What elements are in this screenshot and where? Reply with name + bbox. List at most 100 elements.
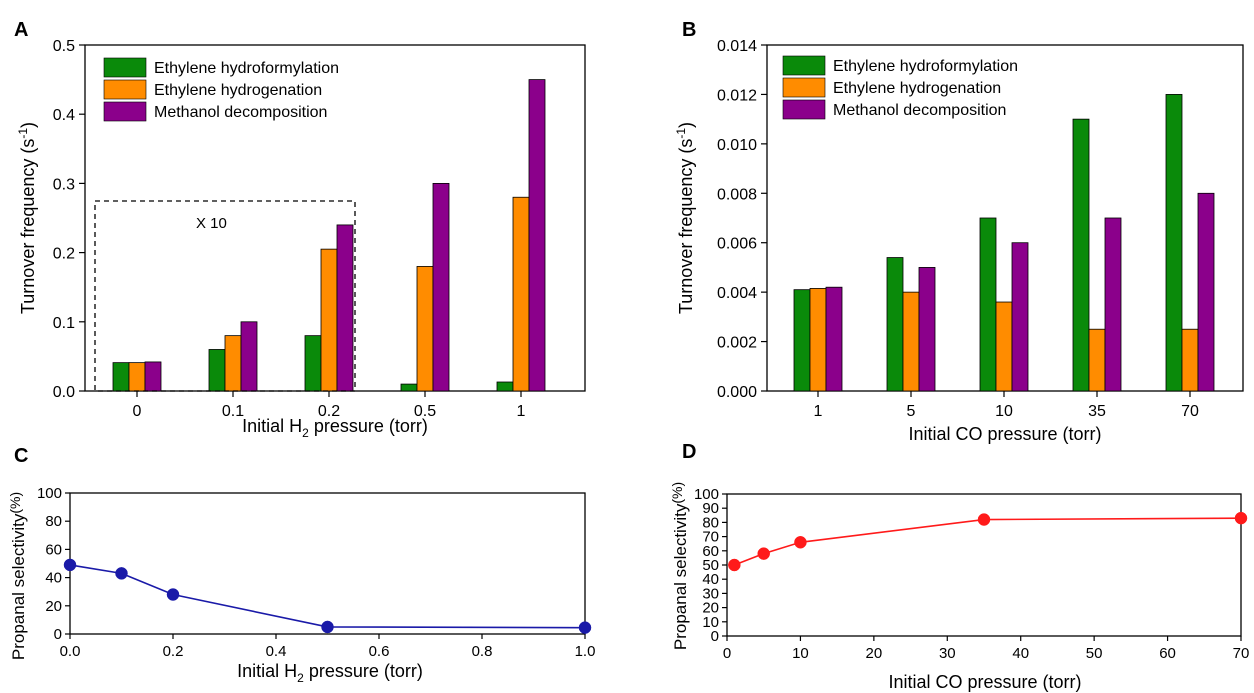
c-y-tick-label: 20 — [45, 598, 62, 615]
b-y-tick-label: 0.010 — [717, 137, 757, 154]
a-legend-swatch — [103, 57, 147, 78]
b-legend-swatch — [782, 77, 826, 98]
panel-letter-a: A — [14, 19, 28, 41]
b-y-tick-label: 0.004 — [717, 285, 757, 302]
d-x-tick-label: 50 — [1086, 645, 1103, 662]
a-bar — [528, 79, 546, 392]
b-bar — [1197, 192, 1215, 392]
d-data-point — [977, 513, 991, 526]
a-legend-label: Ethylene hydrogenation — [154, 82, 322, 99]
c-data-point — [166, 588, 180, 601]
c-x-tick-label: 0.0 — [60, 643, 81, 660]
a-bar — [496, 381, 514, 392]
b-legend-swatch — [782, 55, 826, 76]
d-y-tick-label: 30 — [702, 585, 719, 602]
b-bar — [825, 286, 843, 392]
a-bar — [304, 335, 322, 392]
a-x-tick-label: 0.2 — [318, 403, 340, 420]
d-y-tick-label: 50 — [702, 557, 719, 574]
a-bar — [128, 362, 146, 392]
c-y-tick-label: 60 — [45, 541, 62, 558]
a-y-tick-label: 0.0 — [53, 384, 75, 401]
panel-a-zoom-box — [94, 200, 356, 392]
b-x-tick-label: 1 — [814, 403, 823, 420]
b-bar — [1011, 242, 1029, 392]
b-bar — [793, 289, 811, 392]
a-y-tick-label: 0.1 — [53, 315, 75, 332]
panel-a-y-axis-label: Turnover frequency (s-1) — [16, 122, 38, 314]
panel-letter-c: C — [14, 445, 28, 467]
panel-d-x-axis-label: Initial CO pressure (torr) — [888, 672, 1081, 692]
a-bar — [432, 182, 450, 392]
d-y-tick-label: 80 — [702, 514, 719, 531]
c-data-point — [63, 558, 77, 572]
a-y-tick-label: 0.3 — [53, 176, 75, 193]
b-bar — [1104, 217, 1122, 392]
b-bar — [918, 267, 936, 392]
b-y-tick-label: 0.012 — [717, 87, 757, 104]
d-y-tick-label: 90 — [702, 500, 719, 517]
a-y-tick-label: 0.5 — [53, 38, 75, 55]
c-y-tick-label: 100 — [37, 485, 62, 502]
d-y-tick-label: 70 — [702, 529, 719, 546]
panel-d-y-axis-label: Propanal selectivity(%) — [669, 482, 690, 650]
c-x-tick-label: 0.6 — [369, 643, 390, 660]
d-data-point — [757, 547, 770, 560]
a-legend-label: Ethylene hydroformylation — [154, 60, 339, 77]
a-x-tick-label: 0.1 — [222, 403, 244, 420]
c-data-point — [115, 567, 128, 580]
c-x-tick-label: 0.2 — [163, 643, 184, 660]
b-y-tick-label: 0.006 — [717, 236, 757, 253]
b-legend-label: Methanol decomposition — [833, 102, 1006, 119]
b-y-tick-label: 0.008 — [717, 186, 757, 203]
a-legend-swatch — [103, 101, 147, 122]
b-y-tick-label: 0.002 — [717, 335, 757, 352]
a-x-tick-label: 0.5 — [414, 403, 436, 420]
a-bar — [512, 196, 530, 392]
d-x-tick-label: 30 — [939, 645, 956, 662]
a-legend-swatch — [103, 79, 147, 100]
b-x-tick-label: 5 — [907, 403, 916, 420]
c-y-tick-label: 40 — [45, 570, 62, 587]
panel-a-chart: 0.0 0.1 0.2 0.3 0.4 0.5 0 0.1 0.2 0.5 1 X 10 Ethy… — [16, 38, 586, 440]
b-y-tick-label: 0.000 — [717, 384, 757, 401]
d-y-tick-label: 100 — [694, 486, 719, 503]
a-bar — [320, 248, 338, 392]
d-x-tick-label: 70 — [1233, 645, 1250, 662]
b-bar — [995, 301, 1013, 392]
b-legend-swatch — [782, 99, 826, 120]
b-bar — [1072, 118, 1090, 392]
panel-letter-d: D — [682, 441, 696, 463]
a-bar — [240, 321, 258, 392]
d-data-point — [728, 558, 741, 572]
b-bar — [902, 291, 920, 392]
a-bar — [112, 362, 130, 392]
a-x-tick-label: 0 — [133, 403, 142, 420]
a-bar — [224, 335, 242, 392]
d-y-tick-label: 10 — [702, 614, 719, 631]
c-data-point — [578, 621, 592, 634]
d-y-tick-label: 0 — [711, 628, 719, 645]
b-x-tick-label: 70 — [1181, 403, 1199, 420]
panel-c-y-axis-label: Propanal selectivity(%) — [7, 492, 28, 660]
c-data-point — [321, 620, 334, 634]
a-bar — [400, 383, 418, 392]
b-bar — [809, 288, 827, 392]
b-bar — [979, 217, 997, 392]
b-y-tick-label: 0.014 — [717, 38, 757, 55]
b-bar — [1088, 328, 1106, 392]
c-y-tick-label: 0 — [54, 626, 62, 643]
b-x-tick-label: 35 — [1088, 403, 1106, 420]
b-x-tick-label: 10 — [995, 403, 1013, 420]
d-y-tick-label: 20 — [702, 600, 719, 617]
d-x-tick-label: 0 — [723, 645, 731, 662]
panel-b-y-axis-label: Turnover frequency (s-1) — [674, 122, 696, 314]
d-data-point — [1234, 511, 1248, 525]
a-x-tick-label: 1 — [517, 403, 526, 420]
d-x-tick-label: 40 — [1012, 645, 1029, 662]
a-y-tick-label: 0.4 — [53, 107, 75, 124]
panel-a-x-axis-label: Initial H2 pressure (torr) — [242, 416, 428, 440]
d-series-line — [734, 517, 1242, 566]
